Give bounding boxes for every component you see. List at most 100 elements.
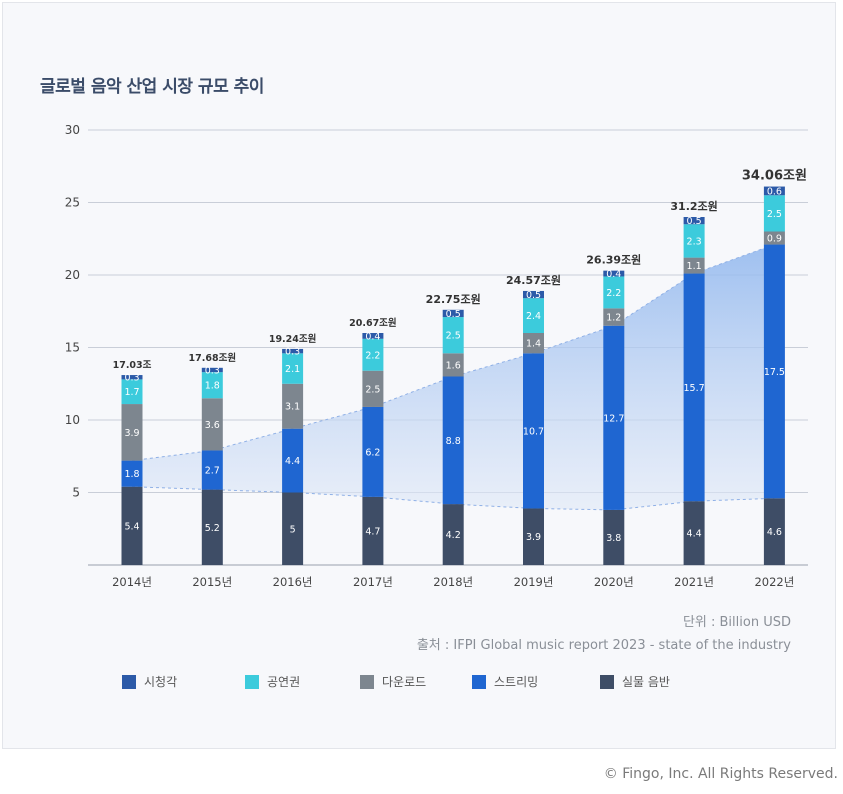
bar-value-label: 6.2: [365, 447, 380, 458]
bar-value-label: 0.3: [285, 347, 300, 358]
y-tick-label: 15: [65, 341, 80, 355]
bar-segment: [442, 317, 464, 354]
bar-value-label: 1.1: [687, 261, 702, 272]
bar-segment: [603, 270, 625, 277]
bar-value-label: 4.2: [446, 530, 461, 541]
bar-segment: [763, 498, 785, 565]
bar-segment: [763, 231, 785, 245]
bar-value-label: 2.3: [687, 236, 702, 247]
bar-value-label: 0.3: [205, 365, 220, 376]
bar-segment: [523, 508, 544, 565]
bar-segment: [121, 460, 143, 487]
bar-segment: [201, 489, 223, 565]
bar-segment: [442, 353, 464, 377]
legend-label: 다운로드: [382, 675, 427, 689]
bar-segment: [282, 353, 304, 384]
copyright: © Fingo, Inc. All Rights Reserved.: [603, 766, 838, 782]
x-tick-label: 2021년: [674, 575, 714, 589]
streaming-trend-line: [131, 244, 775, 462]
bar-total-label: 22.75조원: [426, 292, 481, 306]
bar-total-label: 20.67조원: [349, 317, 397, 329]
bar-segment: [201, 367, 223, 373]
bar-segment: [603, 509, 625, 565]
legend-label: 시청각: [144, 675, 178, 689]
bar-value-label: 1.8: [124, 469, 139, 480]
bar-segment: [282, 428, 304, 493]
x-tick-label: 2014년: [112, 575, 152, 589]
bar-value-label: 2.4: [526, 311, 541, 322]
y-tick-label: 5: [72, 486, 80, 500]
bar-value-label: 0.4: [365, 331, 380, 342]
bar-value-label: 1.2: [606, 313, 621, 324]
bar-total-label: 31.2조원: [670, 199, 717, 213]
x-tick-label: 2018년: [433, 575, 473, 589]
legend-item: 실물 음반: [600, 673, 670, 690]
legend-item: 시청각: [122, 673, 177, 690]
bar-value-label: 3.9: [526, 532, 541, 543]
bar-value-label: 1.8: [205, 381, 220, 392]
bar-total-label: 26.39조원: [586, 253, 641, 267]
bar-value-label: 17.5: [764, 367, 785, 378]
bar-segment: [683, 217, 705, 225]
bar-value-label: 2.2: [606, 288, 621, 299]
bar-segment: [683, 224, 705, 258]
bar-segment: [121, 404, 143, 461]
bar-segment: [603, 308, 625, 326]
bar-value-label: 0.5: [446, 309, 461, 320]
legend-label: 공연권: [267, 675, 301, 689]
bar-segment: [362, 406, 384, 497]
bar-value-label: 2.1: [285, 364, 300, 375]
bar-segment: [523, 333, 544, 354]
bar-value-label: 2.5: [767, 209, 782, 220]
bar-value-label: 3.1: [285, 402, 300, 413]
bar-segment: [442, 376, 464, 505]
bar-value-label: 2.5: [365, 384, 380, 395]
physical-trend-line: [131, 486, 775, 511]
bar-value-label: 3.8: [606, 533, 621, 544]
source-label: 출처 : IFPI Global music report 2023 - sta…: [416, 638, 791, 653]
bar-value-label: 1.6: [446, 360, 461, 371]
bar-segment: [763, 244, 785, 499]
x-tick-label: 2015년: [192, 575, 232, 589]
y-tick-label: 20: [65, 268, 80, 282]
bar-segment: [121, 375, 143, 380]
legend-item: 스트리밍: [472, 673, 538, 690]
bar-segment: [362, 496, 384, 565]
x-tick-label: 2020년: [594, 575, 634, 589]
bar-segment: [201, 450, 223, 490]
bar-value-label: 4.7: [365, 526, 380, 537]
bar-total-label: 17.03조: [113, 360, 152, 371]
legend-swatch: [472, 674, 486, 689]
bar-value-label: 5: [290, 524, 296, 535]
bar-value-label: 1.7: [124, 387, 139, 398]
bar-segment: [763, 195, 785, 232]
bar-value-label: 0.9: [767, 234, 782, 245]
bar-value-label: 12.7: [603, 413, 624, 424]
bar-segment: [282, 383, 304, 429]
bar-segment: [683, 273, 705, 502]
bar-value-label: 2.5: [446, 331, 461, 342]
legend-swatch: [245, 674, 259, 689]
bar-segment: [523, 353, 544, 509]
legend-label: 실물 음반: [622, 675, 670, 689]
bar-segment: [523, 298, 544, 333]
bar-segment: [763, 186, 785, 196]
bar-total-label: 34.06조원: [742, 169, 807, 184]
legend-item: 공연권: [245, 673, 300, 690]
x-tick-label: 2019년: [514, 575, 554, 589]
bar-segment: [201, 398, 223, 451]
bar-total-label: 17.68조원: [189, 352, 237, 364]
y-tick-label: 25: [65, 196, 80, 210]
bar-value-label: 3.6: [205, 420, 220, 431]
y-tick-label: 10: [65, 413, 80, 427]
x-tick-label: 2022년: [754, 575, 794, 589]
bar-value-label: 3.9: [124, 428, 139, 439]
chart-title: 글로벌 음악 산업 시장 규모 추이: [40, 77, 264, 97]
bar-segment: [121, 379, 143, 405]
bar-value-label: 8.8: [446, 436, 461, 447]
bar-segment: [442, 504, 464, 565]
bar-value-label: 4.6: [767, 527, 782, 538]
legend-swatch: [360, 674, 374, 689]
legend-swatch: [122, 674, 136, 689]
bar-segment: [362, 333, 384, 339]
